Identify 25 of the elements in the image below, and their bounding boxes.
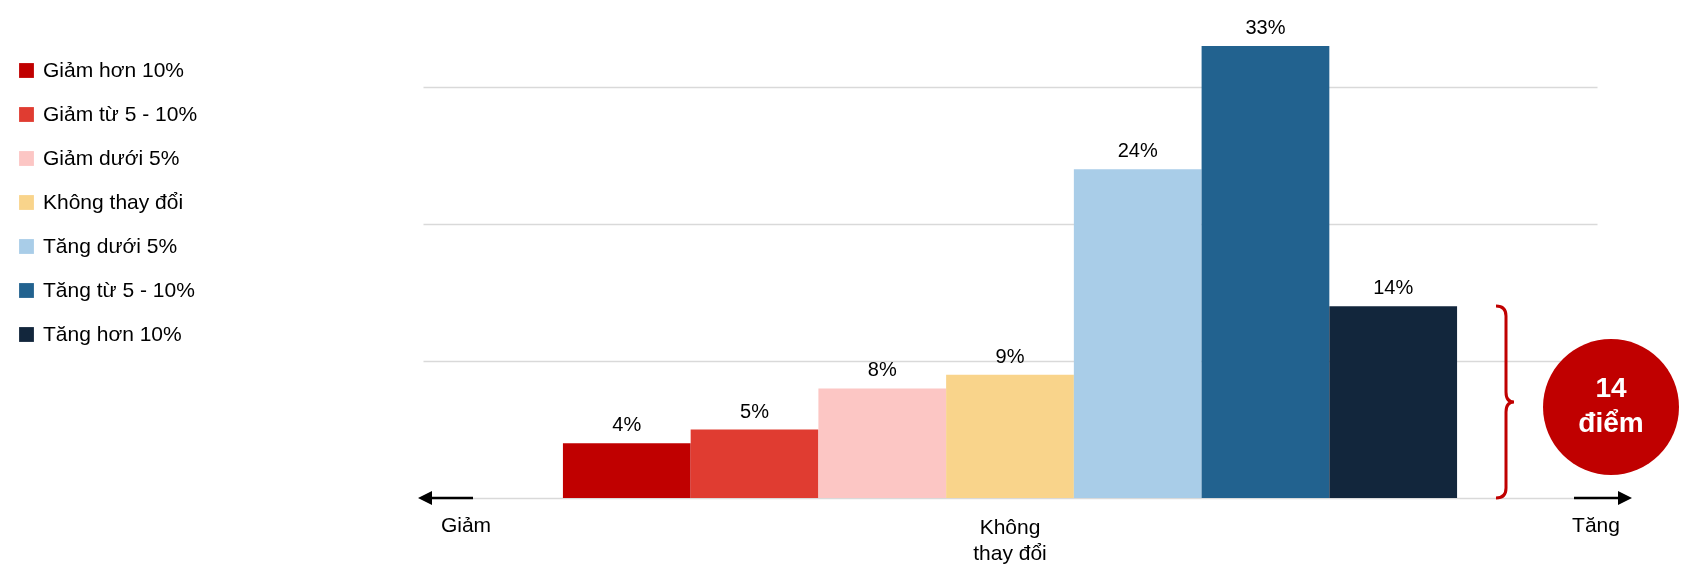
- text: Tăng: [1571, 512, 1621, 538]
- bar: [690, 429, 819, 498]
- legend-label: Giảm từ 5 - 10%: [43, 101, 198, 125]
- bar: [818, 388, 947, 498]
- legend-label: Tăng dưới 5%: [43, 233, 178, 257]
- bar: [1329, 306, 1458, 498]
- legend-label: Giảm dưới 5%: [43, 145, 180, 169]
- data-label: 33%: [1245, 16, 1286, 38]
- text: Không thay đổi: [972, 514, 1048, 567]
- legend-label: Giảm hơn 10%: [43, 57, 185, 81]
- annotation: 14 điểm: [1577, 371, 1645, 440]
- text: Giảm: [439, 512, 493, 538]
- bar: [1073, 169, 1202, 498]
- data-label: 8%: [867, 358, 897, 381]
- legend-label: Tăng hơn 10%: [43, 321, 182, 345]
- data-label: 14%: [1373, 276, 1414, 299]
- data-label: 9%: [995, 344, 1025, 367]
- bar: [562, 443, 691, 498]
- legend-label: Không thay đổi: [43, 189, 184, 213]
- legend-label: Tăng từ 5 - 10%: [43, 277, 195, 301]
- data-label: 4%: [612, 413, 642, 436]
- bar: [1201, 46, 1330, 498]
- bar: [946, 374, 1074, 498]
- data-label: 24%: [1117, 139, 1158, 162]
- data-label: 5%: [740, 399, 770, 422]
